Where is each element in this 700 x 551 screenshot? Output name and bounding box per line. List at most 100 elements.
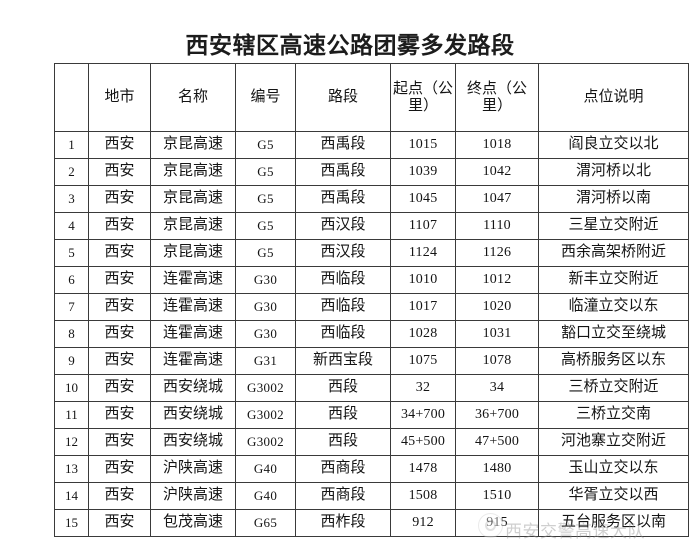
- cell-index: 7: [54, 293, 89, 321]
- cell-section: 西禹段: [295, 158, 391, 186]
- cell-code: G40: [235, 455, 296, 483]
- cell-description: 西余高架桥附近: [538, 239, 689, 267]
- cell-description: 渭河桥以南: [538, 185, 689, 213]
- cell-index: 12: [54, 428, 89, 456]
- cell-description: 玉山立交以东: [538, 455, 689, 483]
- cell-start-km: 45+500: [390, 428, 456, 456]
- cell-index: 10: [54, 374, 89, 402]
- cell-city: 西安: [88, 293, 151, 321]
- cell-index: 14: [54, 482, 89, 510]
- column-header-end-km: 终点（公里）: [455, 63, 539, 132]
- cell-end-km: 1012: [455, 266, 539, 294]
- cell-section: 西临段: [295, 293, 391, 321]
- cell-end-km: 47+500: [455, 428, 539, 456]
- table-row: 6 西安 连霍高速 G30 西临段 1010 1012 新丰立交附近: [54, 266, 689, 294]
- cell-start-km: 1017: [390, 293, 456, 321]
- cell-code: G40: [235, 482, 296, 510]
- cell-section: 西临段: [295, 320, 391, 348]
- cell-city: 西安: [88, 185, 151, 213]
- cell-start-km: 1508: [390, 482, 456, 510]
- column-header-section: 路段: [295, 63, 391, 132]
- cell-name: 连霍高速: [150, 293, 236, 321]
- column-header-index: [54, 63, 89, 132]
- cell-description: 五台服务区以南: [538, 509, 689, 537]
- table-header-row: 地市 名称 编号 路段 起点（公里） 终点（公里） 点位说明: [54, 63, 689, 132]
- cell-index: 6: [54, 266, 89, 294]
- cell-description: 阎良立交以北: [538, 131, 689, 159]
- cell-end-km: 1031: [455, 320, 539, 348]
- cell-end-km: 1042: [455, 158, 539, 186]
- cell-city: 西安: [88, 509, 151, 537]
- table-body: 1 西安 京昆高速 G5 西禹段 1015 1018 阎良立交以北 2 西安 京昆高速 G5 西禹段 10…: [54, 131, 689, 537]
- cell-city: 西安: [88, 212, 151, 240]
- cell-name: 连霍高速: [150, 266, 236, 294]
- table-row: 11 西安 西安绕城 G3002 西段 34+700 36+700 三桥立交南: [54, 401, 689, 429]
- cell-name: 连霍高速: [150, 320, 236, 348]
- cell-start-km: 32: [390, 374, 456, 402]
- cell-code: G5: [235, 158, 296, 186]
- cell-section: 西商段: [295, 482, 391, 510]
- cell-code: G3002: [235, 401, 296, 429]
- cell-start-km: 1010: [390, 266, 456, 294]
- cell-name: 西安绕城: [150, 428, 236, 456]
- table-row: 3 西安 京昆高速 G5 西禹段 1045 1047 渭河桥以南: [54, 185, 689, 213]
- cell-section: 西汉段: [295, 239, 391, 267]
- cell-name: 连霍高速: [150, 347, 236, 375]
- cell-code: G65: [235, 509, 296, 537]
- cell-city: 西安: [88, 266, 151, 294]
- cell-index: 8: [54, 320, 89, 348]
- cell-end-km: 1078: [455, 347, 539, 375]
- table-row: 4 西安 京昆高速 G5 西汉段 1107 1110 三星立交附近: [54, 212, 689, 240]
- cell-name: 京昆高速: [150, 131, 236, 159]
- cell-description: 华胥立交以西: [538, 482, 689, 510]
- cell-start-km: 1478: [390, 455, 456, 483]
- cell-city: 西安: [88, 131, 151, 159]
- cell-name: 西安绕城: [150, 401, 236, 429]
- cell-code: G30: [235, 293, 296, 321]
- cell-description: 豁口立交至绕城: [538, 320, 689, 348]
- cell-city: 西安: [88, 428, 151, 456]
- cell-code: G30: [235, 320, 296, 348]
- cell-name: 京昆高速: [150, 212, 236, 240]
- table-row: 14 西安 沪陕高速 G40 西商段 1508 1510 华胥立交以西: [54, 482, 689, 510]
- cell-start-km: 1107: [390, 212, 456, 240]
- column-header-description: 点位说明: [538, 63, 689, 132]
- cell-code: G5: [235, 212, 296, 240]
- cell-end-km: 36+700: [455, 401, 539, 429]
- cell-section: 西商段: [295, 455, 391, 483]
- cell-name: 沪陕高速: [150, 455, 236, 483]
- cell-code: G31: [235, 347, 296, 375]
- cell-description: 三桥立交附近: [538, 374, 689, 402]
- cell-city: 西安: [88, 320, 151, 348]
- column-header-start-km: 起点（公里）: [390, 63, 456, 132]
- cell-description: 三星立交附近: [538, 212, 689, 240]
- cell-start-km: 1124: [390, 239, 456, 267]
- cell-description: 临潼立交以东: [538, 293, 689, 321]
- cell-end-km: 1020: [455, 293, 539, 321]
- cell-section: 西段: [295, 374, 391, 402]
- table-row: 9 西安 连霍高速 G31 新西宝段 1075 1078 高桥服务区以东: [54, 347, 689, 375]
- cell-city: 西安: [88, 401, 151, 429]
- cell-index: 4: [54, 212, 89, 240]
- cell-name: 沪陕高速: [150, 482, 236, 510]
- cell-name: 包茂高速: [150, 509, 236, 537]
- table-row: 15 西安 包茂高速 G65 西柞段 912 915 五台服务区以南: [54, 509, 689, 537]
- cell-index: 15: [54, 509, 89, 537]
- cell-end-km: 1047: [455, 185, 539, 213]
- page-title: 西安辖区高速公路团雾多发路段: [185, 33, 515, 58]
- cell-start-km: 1015: [390, 131, 456, 159]
- cell-city: 西安: [88, 239, 151, 267]
- cell-city: 西安: [88, 374, 151, 402]
- cell-index: 2: [54, 158, 89, 186]
- cell-city: 西安: [88, 347, 151, 375]
- cell-city: 西安: [88, 158, 151, 186]
- cell-section: 新西宝段: [295, 347, 391, 375]
- cell-description: 三桥立交南: [538, 401, 689, 429]
- table-row: 7 西安 连霍高速 G30 西临段 1017 1020 临潼立交以东: [54, 293, 689, 321]
- cell-code: G3002: [235, 428, 296, 456]
- cell-end-km: 1510: [455, 482, 539, 510]
- table-row: 2 西安 京昆高速 G5 西禹段 1039 1042 渭河桥以北: [54, 158, 689, 186]
- cell-index: 5: [54, 239, 89, 267]
- cell-section: 西临段: [295, 266, 391, 294]
